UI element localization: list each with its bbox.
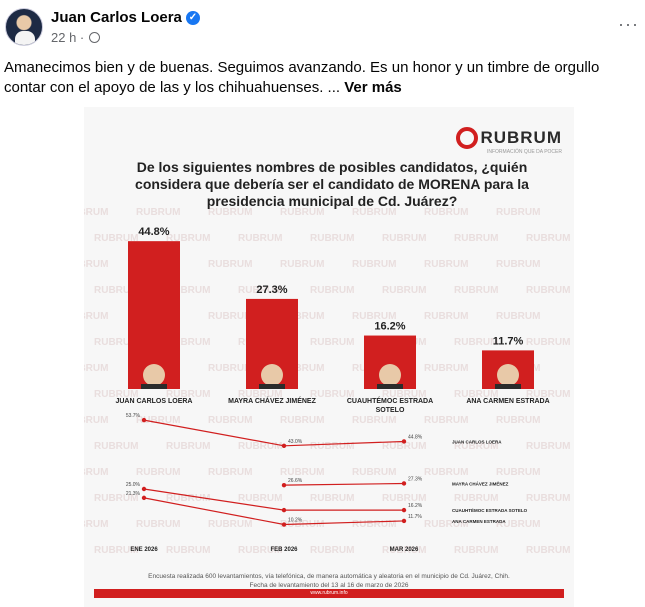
trend-value-label: 26.6% [288, 478, 303, 484]
globe-icon [89, 32, 101, 43]
bar-category-label: ANA CARMEN ESTRADA [466, 398, 549, 405]
verified-badge-icon: ✓ [185, 10, 200, 25]
trend-point [141, 495, 147, 501]
trend-x-tick: ENE 2026 [130, 547, 158, 553]
trend-value-label: 21.3% [126, 491, 141, 497]
bar-value-label: 16.2% [374, 321, 405, 333]
footer-url: www.rubrum.info [94, 589, 564, 598]
trend-series-label: CUAUHTÉMOC ESTRADA SOTELO [452, 506, 528, 513]
candidate-shoulders [377, 384, 403, 389]
footer-methodology: Encuesta realizada 600 levantamientos, v… [148, 573, 510, 580]
bar-category-label: JUAN CARLOS LOERA [115, 398, 192, 405]
logo-circle-icon [456, 127, 479, 149]
candidate-photo [261, 364, 283, 386]
trend-value-label: 53.7% [126, 413, 141, 419]
trend-series-label: MAYRA CHÁVEZ JIMÉNEZ [452, 479, 509, 486]
logo-tagline: INFORMACIÓN QUE DA POCER [486, 149, 562, 155]
candidate-photo [379, 364, 401, 386]
trend-point [281, 443, 287, 448]
trend-x-tick: FEB 2026 [270, 547, 298, 553]
trend-series-label: ANA CARMEN ESTRADA [452, 519, 506, 524]
bar-category-label: CUAUHTÉMOC ESTRADA [347, 396, 433, 405]
author-avatar[interactable] [5, 8, 43, 46]
trend-value-label: 10.2% [288, 518, 303, 524]
trend-point [401, 507, 407, 513]
trend-value-label: 43.0% [288, 439, 303, 445]
see-more-link[interactable]: Ver más [344, 79, 402, 96]
trend-value-label: 44.8% [408, 434, 423, 440]
trend-point [401, 481, 407, 486]
bar-value-label: 44.8% [138, 226, 169, 238]
trend-x-tick: MAR 2026 [390, 547, 419, 553]
trend-series-label: JUAN CARLOS LOERA [452, 439, 502, 444]
avatar-shirt [15, 31, 35, 45]
candidate-photo [143, 364, 165, 386]
bar-category-label: SOTELO [376, 407, 405, 414]
trend-line [143, 488, 404, 511]
trend-point [401, 518, 407, 524]
candidate-shoulders [141, 384, 167, 389]
survey-charts: 44.8% JUAN CARLOS LOERA 27.3% MAYRA CHÁVEZ … [115, 226, 549, 553]
post-timestamp[interactable]: 22 h · [51, 30, 85, 45]
trend-line [143, 497, 405, 526]
post-meta: 22 h · [51, 30, 101, 45]
candidate-shoulders [259, 384, 285, 389]
candidate-shoulders [495, 384, 521, 389]
trend-value-label: 25.0% [126, 482, 141, 488]
survey-question: De los siguientes nombres de posibles ca… [135, 159, 529, 209]
trend-value-label: 11.7% [408, 514, 422, 520]
bar-category-label: MAYRA CHÁVEZ JIMÉNEZ [228, 396, 316, 405]
trend-point [141, 486, 147, 492]
trend-point [401, 439, 407, 444]
trend-point [281, 482, 287, 488]
trend-value-label: 16.2% [408, 503, 423, 509]
post-text: Amanecimos bien y de buenas. Seguimos av… [4, 58, 640, 98]
post-image[interactable]: RUBRUMRUBRUMRUBRUMRUBRUMRUBRUMRUBRUMRUBR… [84, 107, 574, 607]
trend-line [283, 482, 405, 486]
trend-point [281, 522, 287, 527]
bar-value-label: 11.7% [493, 335, 524, 347]
author-name-row: Juan Carlos Loera ✓ [51, 9, 200, 26]
trend-point [141, 417, 147, 423]
trend-line [143, 419, 405, 447]
footer-dates: Fecha de levantamiento del 13 al 16 de m… [249, 582, 409, 589]
author-name[interactable]: Juan Carlos Loera [51, 9, 182, 26]
trend-point [281, 507, 287, 513]
more-options-icon[interactable]: ··· [618, 14, 639, 34]
rubrum-logo: RUBRUM [456, 127, 562, 149]
trend-value-label: 27.3% [408, 476, 423, 482]
candidate-photo [497, 364, 519, 386]
post-header: Juan Carlos Loera ✓ 22 h · ··· [0, 0, 645, 52]
logo-text: RUBRUM [480, 128, 562, 147]
post-body: Amanecimos bien y de buenas. Seguimos av… [4, 59, 600, 96]
bar-value-label: 27.3% [256, 284, 287, 296]
